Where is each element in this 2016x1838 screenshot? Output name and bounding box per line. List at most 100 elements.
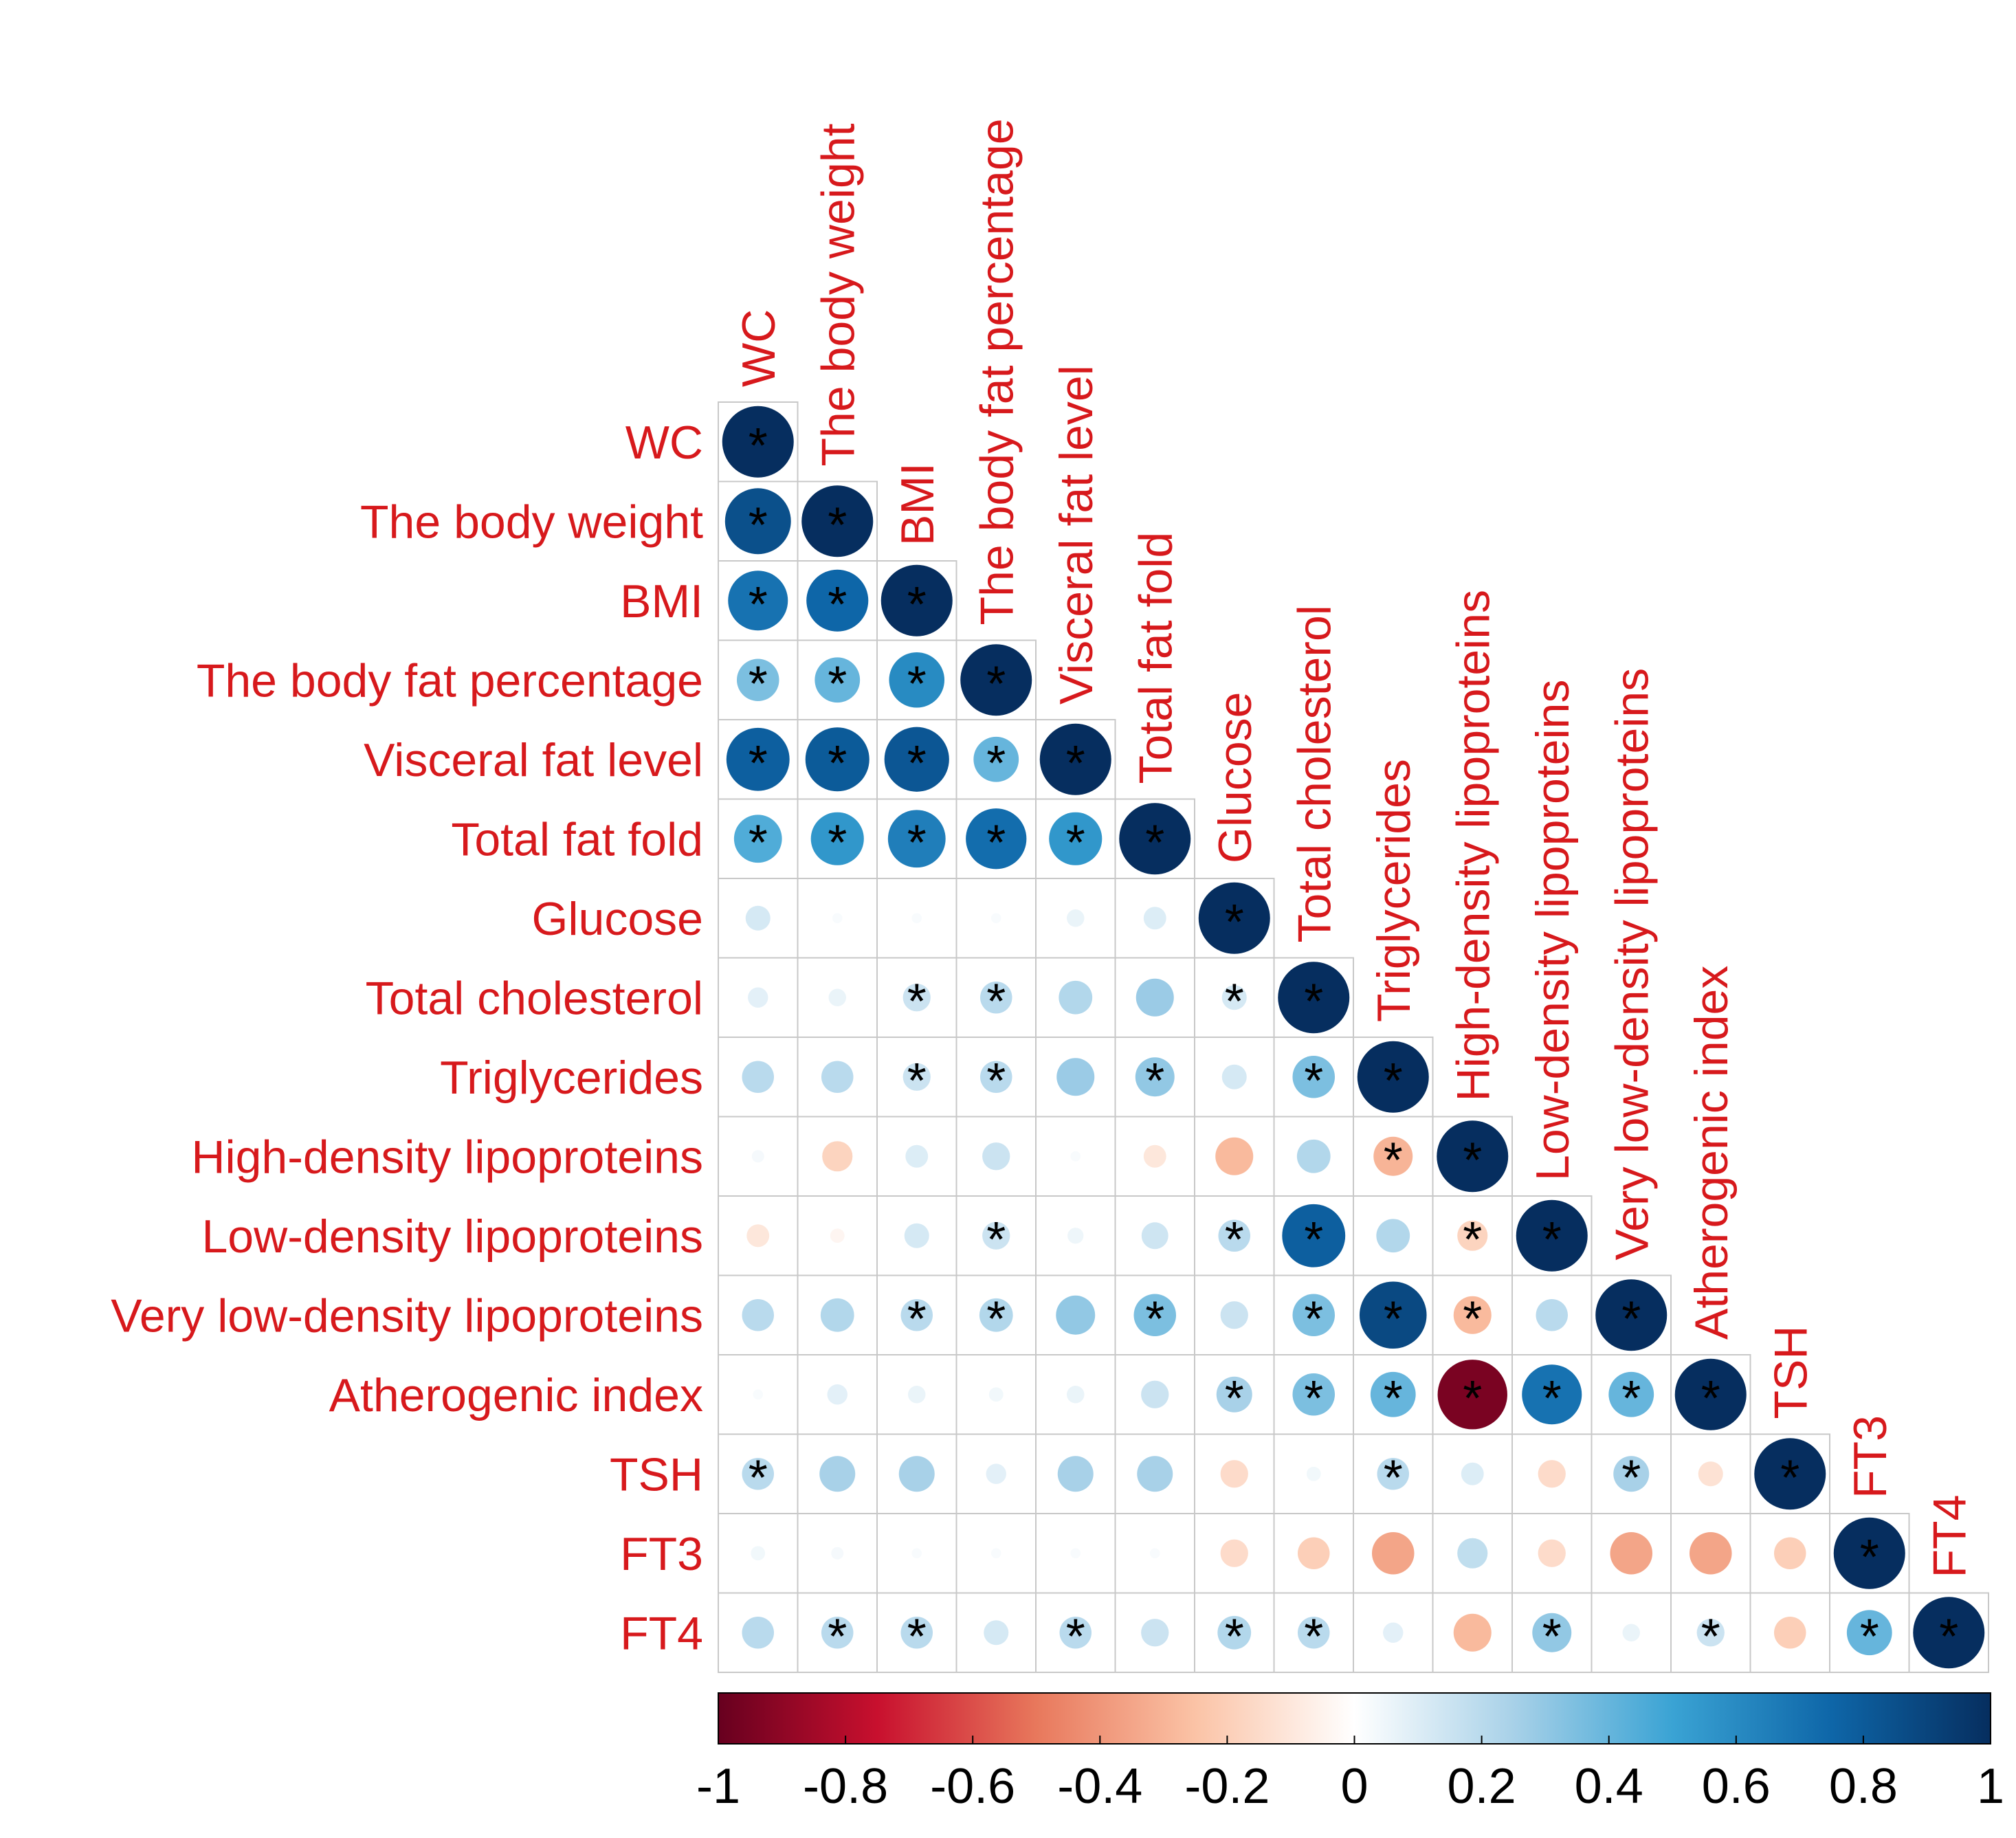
row-label-wc: WC [625,417,703,469]
corr-circle-ft3-x-bmi [911,1548,922,1559]
significance-star: * [1066,815,1085,870]
corr-circle-glucose-x-visceral-fat-level [1067,909,1085,927]
corr-circle-triglycerides-x-glucose [1221,1064,1247,1089]
corr-circle-ft4-x-very-low-density-lipoproteins [1622,1624,1640,1641]
significance-star: * [828,656,847,711]
row-label-total-cholesterol: Total cholesterol [366,972,703,1024]
corr-circle-ft3-x-total-cholesterol [1297,1537,1330,1570]
significance-star: * [1542,1609,1562,1664]
corr-circle-atherogenic-index-x-the-body-weight [827,1384,848,1405]
significance-star: * [1304,1213,1323,1267]
colorbar-tick-label: 0.2 [1448,1759,1516,1814]
significance-star: * [1860,1530,1879,1585]
corr-circle-glucose-x-glucose [1198,882,1270,954]
corr-circle-tsh-x-the-body-fat-percentage [986,1463,1006,1484]
corr-circle-tsh-x-total-cholesterol [1306,1466,1321,1481]
corr-circle-total-cholesterol-x-wc [748,987,768,1008]
corr-circle-atherogenic-index-x-total-cholesterol [1292,1373,1336,1416]
corr-circle-ft3-x-ft3 [1833,1517,1905,1589]
corr-circle-high-density-lipoproteins-x-wc [751,1150,764,1163]
corr-circle-ft4-x-wc [742,1616,775,1649]
corr-circle-the-body-fat-percentage-x-the-body-weight [815,657,861,703]
corr-circle-low-density-lipoproteins-x-glucose [1218,1219,1251,1252]
corr-circle-tsh-x-the-body-weight [819,1456,856,1492]
significance-star: * [1066,736,1085,791]
significance-star: * [986,656,1006,711]
corr-circle-very-low-density-lipoproteins-x-glucose [1220,1301,1248,1329]
significance-star: * [1384,1054,1403,1109]
column-label-high-density-lipoproteins: High-density lipoproteins [1447,590,1499,1102]
significance-star: * [1621,1371,1641,1426]
corr-circle-high-density-lipoproteins-x-the-body-fat-percentage [982,1142,1010,1171]
significance-star: * [1304,1609,1323,1664]
grid-cell [1908,1592,1989,1673]
significance-star: * [749,577,768,632]
corr-circle-the-body-fat-percentage-x-wc [736,658,779,702]
corr-circle-triglycerides-x-bmi [902,1063,931,1091]
corr-circle-atherogenic-index-x-very-low-density-lipoproteins [1608,1371,1654,1417]
corr-circle-total-cholesterol-x-the-body-weight [828,988,846,1006]
colorbar-tick-label: 1 [1977,1759,2004,1814]
significance-star: * [1939,1609,1958,1664]
corr-circle-tsh-x-visceral-fat-level [1057,1456,1094,1492]
colorbar-tick-label: 0.4 [1575,1759,1643,1814]
corr-circle-very-low-density-lipoproteins-x-total-fat-fold [1133,1294,1177,1337]
corr-circle-high-density-lipoproteins-x-bmi [905,1144,929,1168]
row-label-triglycerides: Triglycerides [440,1052,703,1104]
corr-circle-tsh-x-bmi [898,1456,935,1492]
significance-star: * [828,498,847,553]
row-label-total-fat-fold: Total fat fold [451,813,703,865]
colorbar-tick-label: 0.6 [1702,1759,1771,1814]
corr-circle-glucose-x-the-body-fat-percentage [990,913,1001,924]
corr-circle-ft3-x-glucose [1220,1539,1248,1567]
significance-star: * [1145,815,1164,870]
corr-circle-visceral-fat-level-x-wc [726,727,790,791]
corr-circle-visceral-fat-level-x-the-body-fat-percentage [973,736,1019,782]
significance-star: * [1860,1609,1879,1664]
significance-star: * [1304,1054,1323,1109]
corr-circle-total-cholesterol-x-total-cholesterol [1278,962,1350,1034]
corr-circle-ft3-x-the-body-weight [831,1547,844,1560]
corr-circle-ft4-x-ft3 [1846,1610,1892,1656]
significance-star: * [907,1292,927,1347]
corr-circle-triglycerides-x-triglycerides [1357,1041,1429,1113]
corr-circle-low-density-lipoproteins-x-the-body-fat-percentage [982,1221,1010,1250]
significance-star: * [907,736,927,791]
significance-star: * [907,577,927,632]
corr-circle-the-body-weight-x-wc [724,488,791,555]
significance-star: * [749,736,768,791]
significance-star: * [986,815,1006,870]
corr-circle-tsh-x-total-fat-fold [1137,1456,1173,1492]
significance-star: * [1225,1371,1244,1426]
corr-circle-atherogenic-index-x-glucose [1216,1376,1252,1413]
corr-circle-total-fat-fold-x-wc [733,815,782,863]
significance-star: * [1463,1213,1482,1267]
corr-circle-total-fat-fold-x-total-fat-fold [1119,803,1191,875]
corr-circle-atherogenic-index-x-atherogenic-index [1674,1358,1747,1430]
corr-circle-ft3-x-high-density-lipoproteins [1457,1538,1488,1569]
corr-circle-ft4-x-visceral-fat-level [1059,1616,1092,1649]
corr-circle-total-cholesterol-x-total-fat-fold [1136,978,1174,1017]
column-label-bmi: BMI [891,463,944,546]
colorbar-tick-label: -0.8 [803,1759,888,1814]
corr-circle-very-low-density-lipoproteins-x-high-density-lipoproteins [1453,1296,1492,1334]
significance-star: * [1225,974,1244,1029]
significance-star: * [1701,1609,1720,1664]
corr-circle-triglycerides-x-wc [742,1061,775,1094]
corr-circle-low-density-lipoproteins-x-high-density-lipoproteins [1457,1220,1488,1251]
corr-circle-low-density-lipoproteins-x-visceral-fat-level [1067,1228,1084,1244]
colorbar-tick-label: -0.2 [1184,1759,1270,1814]
significance-star: * [749,1450,768,1505]
corr-circle-very-low-density-lipoproteins-x-total-cholesterol [1292,1294,1336,1337]
corr-circle-very-low-density-lipoproteins-x-the-body-weight [820,1298,854,1332]
corr-circle-low-density-lipoproteins-x-total-fat-fold [1141,1222,1168,1250]
corr-circle-glucose-x-bmi [911,913,922,924]
column-label-very-low-density-lipoproteins: Very low-density lipoproteins [1606,668,1658,1261]
corr-circle-ft3-x-triglycerides [1371,1531,1415,1575]
corr-circle-high-density-lipoproteins-x-triglycerides [1373,1136,1413,1176]
column-label-the-body-weight: The body weight [812,123,864,466]
corr-circle-tsh-x-low-density-lipoproteins [1538,1460,1566,1488]
corr-circle-very-low-density-lipoproteins-x-low-density-lipoproteins [1536,1298,1569,1331]
corr-circle-low-density-lipoproteins-x-wc [746,1224,770,1248]
